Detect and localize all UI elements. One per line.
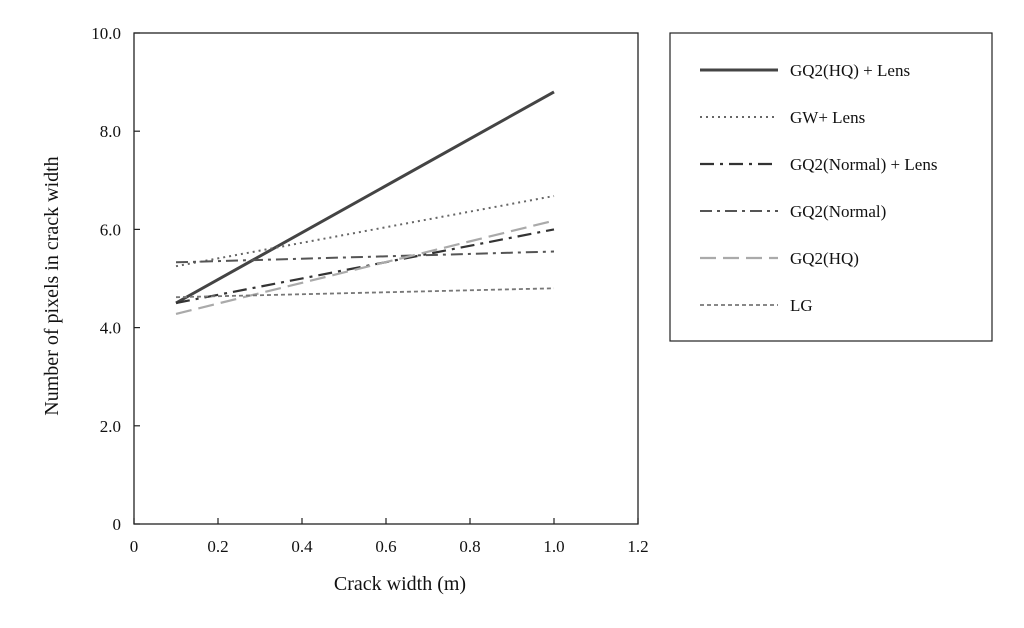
- x-axis-title: Crack width (m): [334, 573, 466, 595]
- y-tick-label: 8.0: [100, 122, 121, 141]
- legend-label-5: GQ2(HQ): [790, 249, 859, 268]
- series-line-1: [175, 90, 555, 305]
- y-tick-label: 4.0: [100, 319, 121, 338]
- series-line-6: [175, 287, 555, 299]
- legend-label-2: GW+ Lens: [790, 108, 865, 127]
- legend: GQ2(HQ) + Lens GW+ Lens GQ2(Normal) + Lens…: [669, 32, 993, 342]
- legend-label-6: LG: [790, 296, 813, 315]
- x-tick-label: 1.0: [543, 537, 564, 556]
- y-tick-label: 0: [113, 515, 122, 534]
- legend-box: [669, 32, 993, 342]
- series-line-5: [175, 219, 555, 315]
- x-tick-label: 0.2: [207, 537, 228, 556]
- x-tick-label: 0.8: [459, 537, 480, 556]
- x-axis: 0 0.2 0.4 0.6 0.8 1.0 1.2: [130, 518, 649, 556]
- series-group: [175, 90, 555, 315]
- y-axis-title: Number of pixels in crack width: [41, 156, 63, 415]
- legend-label-3: GQ2(Normal) + Lens: [790, 155, 937, 174]
- x-tick-label: 0.6: [375, 537, 396, 556]
- y-tick-label: 2.0: [100, 417, 121, 436]
- legend-label-1: GQ2(HQ) + Lens: [790, 61, 910, 80]
- x-tick-label: 1.2: [627, 537, 648, 556]
- series-line-2: [175, 195, 555, 268]
- y-axis: 0 2.0 4.0 6.0 8.0 10.0: [91, 24, 140, 534]
- y-tick-label: 6.0: [100, 220, 121, 239]
- legend-label-4: GQ2(Normal): [790, 202, 886, 221]
- series-line-3: [175, 228, 555, 305]
- plot-area: [133, 32, 639, 525]
- x-tick-label: 0.4: [291, 537, 313, 556]
- x-tick-label: 0: [130, 537, 139, 556]
- y-tick-label: 10.0: [91, 24, 121, 43]
- series-line-4: [175, 250, 555, 264]
